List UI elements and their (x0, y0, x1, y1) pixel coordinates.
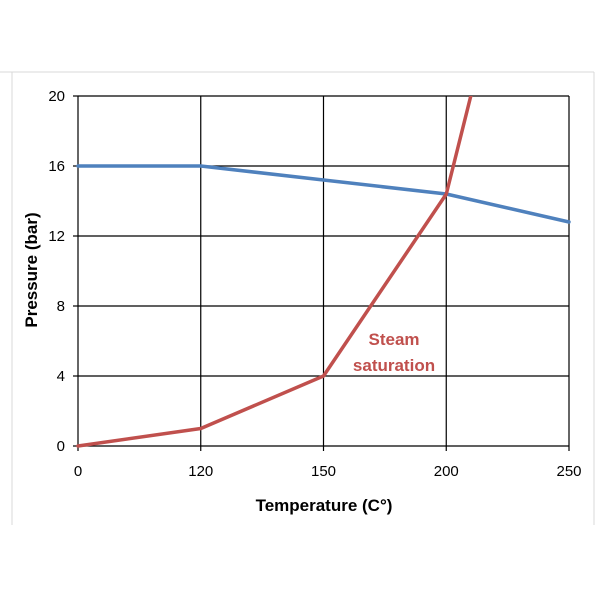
y-tick-label: 20 (48, 88, 65, 105)
y-axis-title: Pressure (bar) (22, 212, 41, 327)
series (76, 96, 571, 448)
y-tick-label: 4 (57, 368, 65, 385)
grid (73, 95, 570, 451)
x-axis-title: Temperature (C°) (256, 496, 393, 515)
y-tick-label: 0 (57, 438, 65, 455)
x-tick-label: 120 (188, 463, 213, 480)
y-tick-label: 12 (48, 228, 65, 245)
y-tick-label: 8 (57, 298, 65, 315)
annotation-saturation: saturation (353, 356, 435, 375)
series-line-pressure (76, 164, 571, 224)
series-line-steam-saturation (76, 96, 473, 448)
x-tick-label: 250 (556, 463, 581, 480)
y-tick-label: 16 (48, 158, 65, 175)
annotation-steam: Steam (368, 330, 419, 349)
x-tick-label: 150 (311, 463, 336, 480)
x-tick-label: 200 (434, 463, 459, 480)
x-tick-label: 0 (74, 463, 82, 480)
